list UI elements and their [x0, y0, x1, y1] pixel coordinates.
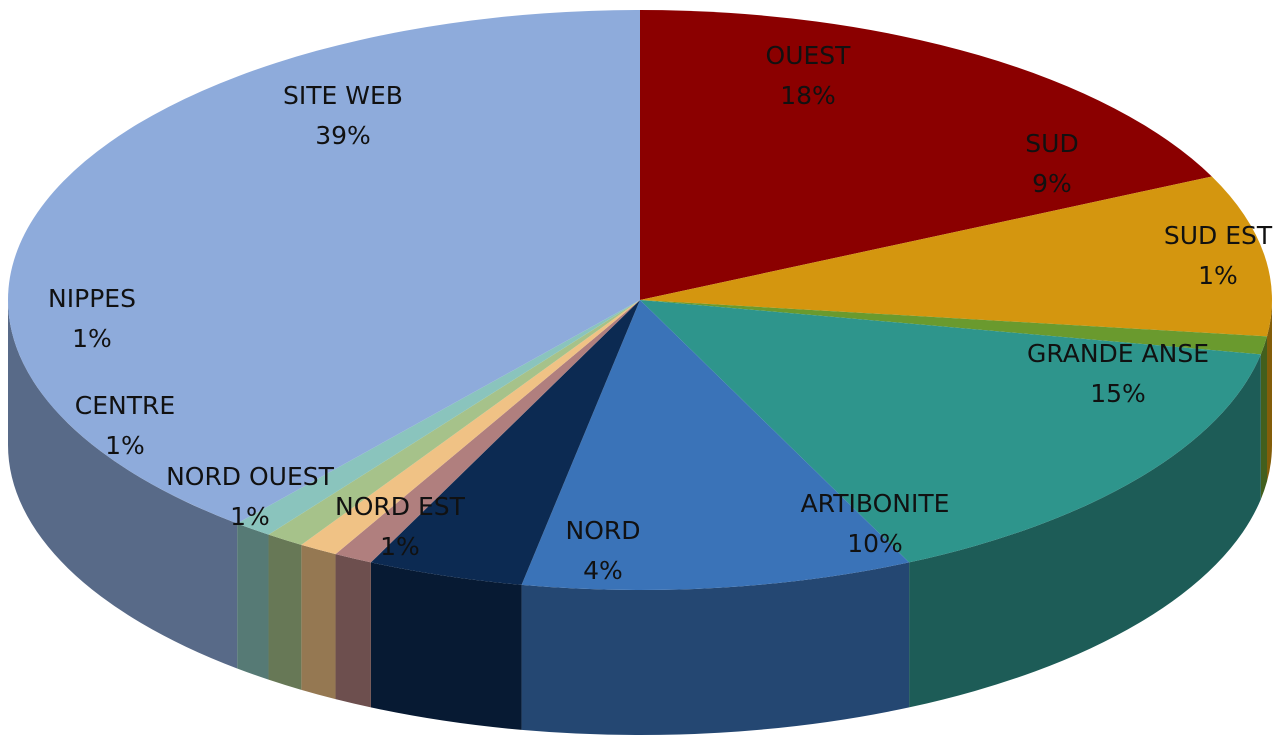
value-label: 1% — [1198, 261, 1238, 290]
value-label: 15% — [1090, 379, 1146, 408]
slice — [8, 9, 641, 524]
slice-label: NORD OUEST — [166, 462, 335, 491]
slice — [237, 300, 640, 535]
slice-side — [521, 562, 910, 735]
slice — [370, 300, 640, 585]
value-label: 10% — [847, 529, 903, 558]
slice — [301, 300, 640, 555]
slice-label: ARTIBONITE — [801, 489, 950, 518]
slice — [268, 300, 640, 545]
value-label: 18% — [780, 81, 836, 110]
value-label: 39% — [315, 121, 371, 150]
slice — [521, 300, 910, 590]
slice-label: OUEST — [766, 41, 852, 70]
slice-label: CENTRE — [75, 391, 175, 420]
slice-side — [1267, 300, 1272, 482]
slice-side — [301, 544, 336, 700]
slice — [640, 300, 1268, 355]
slice-label: NIPPES — [48, 284, 136, 313]
slice — [335, 300, 640, 563]
slice-side — [370, 562, 522, 730]
value-label: 9% — [1032, 169, 1072, 198]
value-label: 1% — [230, 502, 270, 531]
slice-label: GRANDE ANSE — [1027, 339, 1209, 368]
slice-label: NORD — [566, 516, 641, 545]
slice-side — [335, 554, 371, 708]
slice-side — [1260, 336, 1268, 500]
slice-side — [237, 523, 269, 680]
slice — [640, 10, 1212, 300]
slice-label: SUD — [1025, 129, 1078, 158]
slice-label: SUD EST — [1164, 221, 1273, 250]
slice-label: NORD EST — [335, 492, 466, 521]
slice-side — [909, 354, 1261, 708]
value-label: 1% — [72, 324, 112, 353]
slice — [640, 300, 1261, 563]
slice-side — [8, 300, 238, 669]
slice-side — [268, 534, 302, 690]
value-label: 1% — [380, 532, 420, 561]
value-label: 1% — [105, 431, 145, 460]
slice — [640, 176, 1272, 337]
slice-label: SITE WEB — [283, 81, 403, 110]
value-label: 4% — [583, 556, 623, 585]
